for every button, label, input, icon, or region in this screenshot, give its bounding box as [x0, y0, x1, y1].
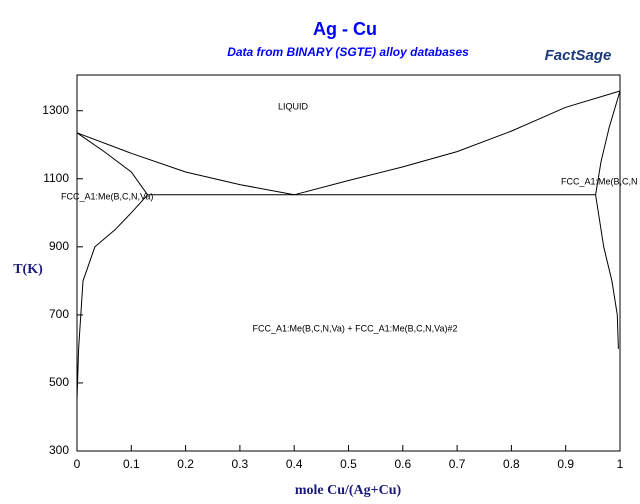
logo: FactSage — [545, 47, 612, 64]
y-tick-label: 500 — [49, 375, 69, 389]
x-tick-label: 0.2 — [177, 457, 194, 471]
phase-boundary — [76, 132, 295, 196]
phase-boundary — [76, 132, 149, 196]
plot-frame — [76, 74, 621, 452]
x-tick-label: 0.6 — [394, 457, 411, 471]
y-tick-label: 700 — [49, 307, 69, 321]
phase-boundary — [595, 90, 621, 195]
x-tick-label: 0.9 — [557, 457, 574, 471]
x-tick-label: 0.1 — [123, 457, 140, 471]
x-tick-label: 0.5 — [340, 457, 357, 471]
phase-label: FCC_A1:Me(B,C,N,Va) — [61, 191, 153, 201]
x-tick-label: 0.4 — [286, 457, 303, 471]
chart-title: Ag - Cu — [313, 19, 377, 39]
y-tick-label: 1100 — [43, 171, 69, 185]
phase-label: FCC_A1:Me(B,C,N,Va) + FCC_A1:Me(B,C,N,Va… — [253, 323, 458, 333]
phase-label: LIQUID — [278, 101, 309, 111]
phase-boundary — [595, 194, 619, 349]
x-tick-label: 1 — [617, 457, 624, 471]
phase-boundary — [76, 194, 148, 401]
x-tick-label: 0.7 — [449, 457, 466, 471]
phase-boundary — [294, 90, 621, 196]
y-tick-label: 900 — [49, 239, 69, 253]
x-tick-label: 0.3 — [232, 457, 249, 471]
y-axis-label: T(K) — [13, 262, 43, 277]
y-tick-label: 1300 — [42, 103, 69, 117]
phase-label: FCC_A1:Me(B,C,N — [561, 176, 638, 186]
chart-subtitle: Data from BINARY (SGTE) alloy databases — [227, 45, 469, 59]
x-axis-label: mole Cu/(Ag+Cu) — [295, 483, 402, 498]
x-tick-label: 0.8 — [503, 457, 520, 471]
x-tick-label: 0 — [74, 457, 81, 471]
y-tick-label: 300 — [49, 443, 69, 457]
